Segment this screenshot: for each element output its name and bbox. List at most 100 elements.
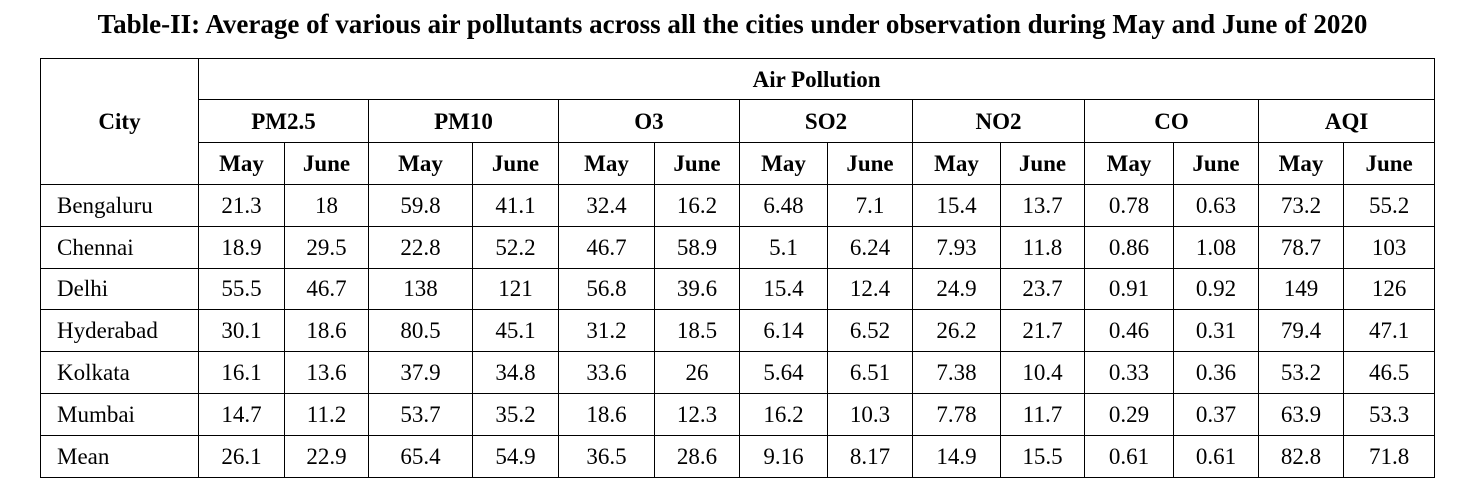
value-cell: 31.2: [558, 309, 655, 353]
value-cell: 15.4: [912, 184, 1001, 227]
value-cell: 79.4: [1258, 309, 1344, 353]
value-cell: 0.92: [1173, 267, 1259, 311]
value-cell: 6.24: [827, 225, 913, 269]
city-cell: Bengaluru: [40, 184, 199, 227]
month-header: May: [739, 142, 828, 185]
value-cell: 28.6: [654, 434, 740, 478]
value-cell: 45.1: [472, 309, 559, 353]
value-cell: 126: [1342, 267, 1436, 311]
value-cell: 5.64: [739, 351, 828, 394]
value-cell: 13.6: [284, 351, 369, 394]
pollutant-header: O3: [558, 99, 740, 143]
value-cell: 121: [472, 267, 559, 311]
city-cell: Mean: [40, 434, 199, 478]
month-header: June: [1000, 142, 1085, 185]
value-cell: 54.9: [472, 434, 559, 478]
air-pollution-table: City Air Pollution PM2.5 PM10 O3 SO2 NO2 CO AQ…: [40, 58, 1436, 478]
month-header: May: [1084, 142, 1174, 185]
value-cell: 0.61: [1084, 434, 1174, 478]
value-cell: 18.6: [558, 392, 655, 436]
value-cell: 16.1: [198, 351, 285, 394]
pollutant-header: SO2: [739, 99, 913, 143]
value-cell: 18.9: [198, 225, 285, 269]
value-cell: 12.3: [654, 392, 740, 436]
value-cell: 73.2: [1258, 184, 1344, 227]
value-cell: 8.17: [827, 434, 913, 478]
table-row: Mumbai 14.7 11.2 53.7 35.2 18.6 12.3 16.2 10.3 7.…: [40, 392, 1436, 436]
value-cell: 103: [1342, 225, 1436, 269]
value-cell: 56.8: [558, 267, 655, 311]
value-cell: 6.51: [827, 351, 913, 394]
value-cell: 7.78: [912, 392, 1001, 436]
value-cell: 55.2: [1342, 184, 1436, 227]
pollutant-header: PM2.5: [198, 99, 369, 143]
value-cell: 7.38: [912, 351, 1001, 394]
value-cell: 53.2: [1258, 351, 1344, 394]
value-cell: 0.46: [1084, 309, 1174, 353]
value-cell: 34.8: [472, 351, 559, 394]
value-cell: 138: [368, 267, 473, 311]
value-cell: 7.1: [827, 184, 913, 227]
value-cell: 11.7: [1000, 392, 1085, 436]
value-cell: 6.14: [739, 309, 828, 353]
value-cell: 9.16: [739, 434, 828, 478]
value-cell: 0.86: [1084, 225, 1174, 269]
value-cell: 53.3: [1342, 392, 1436, 436]
value-cell: 26.2: [912, 309, 1001, 353]
value-cell: 22.8: [368, 225, 473, 269]
value-cell: 23.7: [1000, 267, 1085, 311]
value-cell: 30.1: [198, 309, 285, 353]
city-cell: Delhi: [40, 267, 199, 311]
value-cell: 0.31: [1173, 309, 1259, 353]
value-cell: 18: [284, 184, 369, 227]
value-cell: 0.91: [1084, 267, 1174, 311]
value-cell: 6.52: [827, 309, 913, 353]
value-cell: 26.1: [198, 434, 285, 478]
value-cell: 46.7: [284, 267, 369, 311]
value-cell: 22.9: [284, 434, 369, 478]
value-cell: 21.3: [198, 184, 285, 227]
value-cell: 41.1: [472, 184, 559, 227]
value-cell: 82.8: [1258, 434, 1344, 478]
value-cell: 39.6: [654, 267, 740, 311]
table-row: Kolkata 16.1 13.6 37.9 34.8 33.6 26 5.64 6.51 7.3…: [40, 351, 1436, 394]
month-header: June: [654, 142, 740, 185]
value-cell: 0.37: [1173, 392, 1259, 436]
month-header: June: [472, 142, 559, 185]
month-header: June: [284, 142, 369, 185]
table-caption: Table-II: Average of various air polluta…: [97, 9, 1368, 39]
value-cell: 53.7: [368, 392, 473, 436]
value-cell: 6.48: [739, 184, 828, 227]
value-cell: 29.5: [284, 225, 369, 269]
value-cell: 0.61: [1173, 434, 1259, 478]
value-cell: 65.4: [368, 434, 473, 478]
table-row: Bengaluru 21.3 18 59.8 41.1 32.4 16.2 6.48 7.1 15…: [40, 184, 1436, 227]
value-cell: 59.8: [368, 184, 473, 227]
pollutant-header: AQI: [1257, 99, 1436, 143]
value-cell: 16.2: [739, 392, 828, 436]
value-cell: 0.36: [1173, 351, 1259, 394]
value-cell: 36.5: [558, 434, 655, 478]
value-cell: 14.9: [912, 434, 1001, 478]
month-header: June: [827, 142, 913, 185]
value-cell: 16.2: [654, 184, 740, 227]
value-cell: 12.4: [827, 267, 913, 311]
city-column-header: City: [40, 58, 199, 185]
value-cell: 7.93: [912, 225, 1001, 269]
table-row: Delhi 55.5 46.7 138 121 56.8 39.6 15.4 12.4 24.9 2…: [40, 267, 1436, 311]
value-cell: 58.9: [654, 225, 740, 269]
month-header: May: [912, 142, 1001, 185]
table-row: Mean 26.1 22.9 65.4 54.9 36.5 28.6 9.16 8.17 14.9…: [40, 434, 1436, 478]
pollutant-header: CO: [1084, 99, 1259, 143]
value-cell: 47.1: [1342, 309, 1436, 353]
month-header: May: [558, 142, 655, 185]
value-cell: 13.7: [1000, 184, 1085, 227]
table-row: Hyderabad 30.1 18.6 80.5 45.1 31.2 18.5 6.14 6.5…: [40, 309, 1436, 353]
value-cell: 37.9: [368, 351, 473, 394]
month-header: May: [198, 142, 285, 185]
value-cell: 10.3: [827, 392, 913, 436]
pollutant-header: PM10: [368, 99, 559, 143]
city-cell: Kolkata: [40, 351, 199, 394]
value-cell: 18.5: [654, 309, 740, 353]
value-cell: 0.78: [1084, 184, 1174, 227]
